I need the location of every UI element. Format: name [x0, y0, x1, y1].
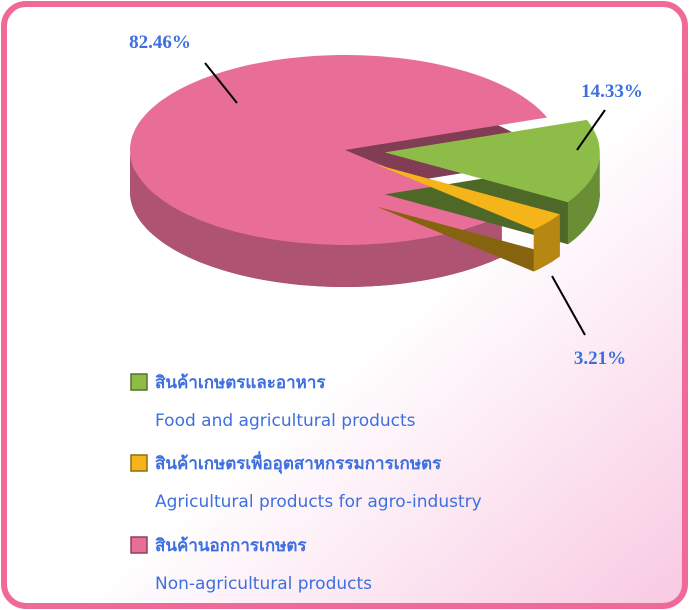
legend-swatch	[130, 373, 148, 391]
value-label: 82.46%	[129, 32, 191, 53]
value-label: 3.21%	[574, 348, 626, 369]
legend-label: สินค้าเกษตรเพื่ออุตสาหกรรมการเกษตร	[155, 451, 442, 474]
legend-label: สินค้าเกษตรและอาหาร	[155, 373, 326, 393]
slice	[376, 164, 560, 230]
slice-side	[533, 214, 560, 272]
slice-bottom	[376, 206, 560, 272]
legend-swatch	[130, 536, 148, 554]
slice	[384, 119, 600, 203]
legend-swatch	[130, 454, 148, 472]
leader-line	[551, 275, 586, 336]
legend-sublabel: Agricultural products for agro-industry	[155, 492, 482, 512]
slice-side	[567, 152, 600, 245]
leader-line	[204, 62, 238, 104]
legend-label: สินค้านอกการเกษตร	[155, 536, 307, 556]
legend-sublabel: Food and agricultural products	[155, 411, 416, 431]
legend-sublabel: Non-agricultural products	[155, 574, 372, 594]
value-label: 14.33%	[581, 81, 643, 102]
leader-line	[576, 109, 606, 151]
slice-side	[130, 150, 502, 287]
